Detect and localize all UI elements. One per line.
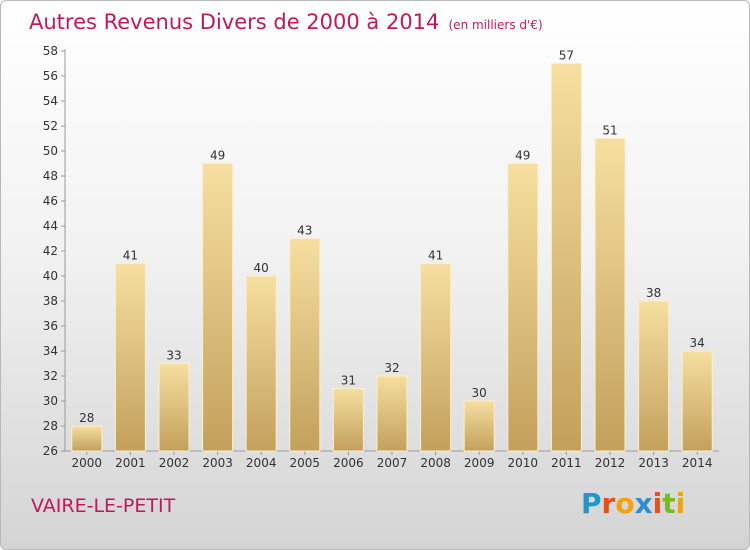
x-tick-label: 2009 [464, 456, 495, 470]
logo-letter: P [581, 487, 602, 520]
bar-value-label: 51 [602, 124, 617, 138]
x-tick-label: 2000 [72, 456, 103, 470]
bar-value-label: 28 [79, 411, 94, 425]
x-tick-label: 2003 [202, 456, 233, 470]
bar-2004 [245, 275, 277, 452]
bar-value-label: 34 [690, 336, 705, 350]
x-tick-label: 2004 [246, 456, 277, 470]
bar-2011 [550, 63, 582, 452]
x-tick-label: 2012 [595, 456, 626, 470]
y-tick-label: 58 [43, 44, 58, 58]
bar-2000 [71, 425, 103, 452]
y-tick-label: 34 [43, 344, 58, 358]
bar-2001 [114, 263, 146, 452]
x-tick-label: 2002 [159, 456, 190, 470]
y-tick-label: 32 [43, 369, 58, 383]
y-tick-label: 38 [43, 294, 58, 308]
bar-value-label: 49 [210, 149, 225, 163]
y-tick-label: 26 [43, 444, 58, 458]
y-tick-label: 52 [43, 119, 58, 133]
bar-2002 [158, 363, 190, 452]
bar-value-label: 57 [559, 49, 574, 63]
bar-value-label: 33 [166, 349, 181, 363]
bar-2003 [202, 163, 234, 452]
bar-2006 [332, 388, 364, 452]
logo-letter: i [675, 487, 686, 520]
bar-value-label: 49 [515, 149, 530, 163]
y-tick-label: 46 [43, 194, 58, 208]
logo-letter: o [615, 487, 635, 520]
y-tick-label: 54 [43, 94, 58, 108]
commune-name: VAIRE-LE-PETIT [31, 495, 176, 517]
y-tick-label: 42 [43, 244, 58, 258]
bar-2013 [638, 300, 670, 452]
y-tick-label: 48 [43, 169, 58, 183]
bar-value-label: 40 [254, 261, 269, 275]
bar-2007 [376, 375, 408, 452]
chart-title: Autres Revenus Divers de 2000 à 2014 (en… [29, 10, 543, 34]
bar-2014 [681, 350, 713, 452]
x-tick-label: 2008 [420, 456, 451, 470]
proxiti-logo: Proxiti [581, 487, 685, 520]
bar-value-label: 32 [384, 361, 399, 375]
x-tick-label: 2001 [115, 456, 146, 470]
y-tick-label: 56 [43, 69, 58, 83]
x-tick-label: 2014 [682, 456, 713, 470]
x-tick-label: 2006 [333, 456, 364, 470]
y-tick-label: 44 [43, 219, 58, 233]
y-tick-label: 50 [43, 144, 58, 158]
bar-value-label: 43 [297, 224, 312, 238]
y-tick-label: 40 [43, 269, 58, 283]
chart-unit-note: (en milliers d'€) [448, 18, 543, 32]
bar-value-label: 30 [472, 386, 487, 400]
bar-2008 [420, 263, 452, 452]
x-tick-label: 2013 [638, 456, 669, 470]
x-tick-label: 2005 [290, 456, 321, 470]
x-tick-label: 2010 [508, 456, 539, 470]
logo-letter: x [634, 487, 653, 520]
bar-2009 [463, 400, 495, 452]
bar-value-label: 41 [428, 249, 443, 263]
bar-value-label: 41 [123, 249, 138, 263]
logo-letter: r [601, 487, 616, 520]
chart-title-text: Autres Revenus Divers de 2000 à 2014 [29, 10, 440, 34]
x-tick-label: 2007 [377, 456, 408, 470]
bar-2012 [594, 138, 626, 452]
bar-2005 [289, 238, 321, 452]
y-tick-label: 30 [43, 394, 58, 408]
logo-letter: t [662, 487, 676, 520]
bar-2010 [507, 163, 539, 452]
y-tick-label: 36 [43, 319, 58, 333]
bar-value-label: 38 [646, 286, 661, 300]
x-tick-label: 2011 [551, 456, 582, 470]
bar-value-label: 31 [341, 374, 356, 388]
y-tick-label: 28 [43, 419, 58, 433]
logo-letter: i [652, 487, 663, 520]
